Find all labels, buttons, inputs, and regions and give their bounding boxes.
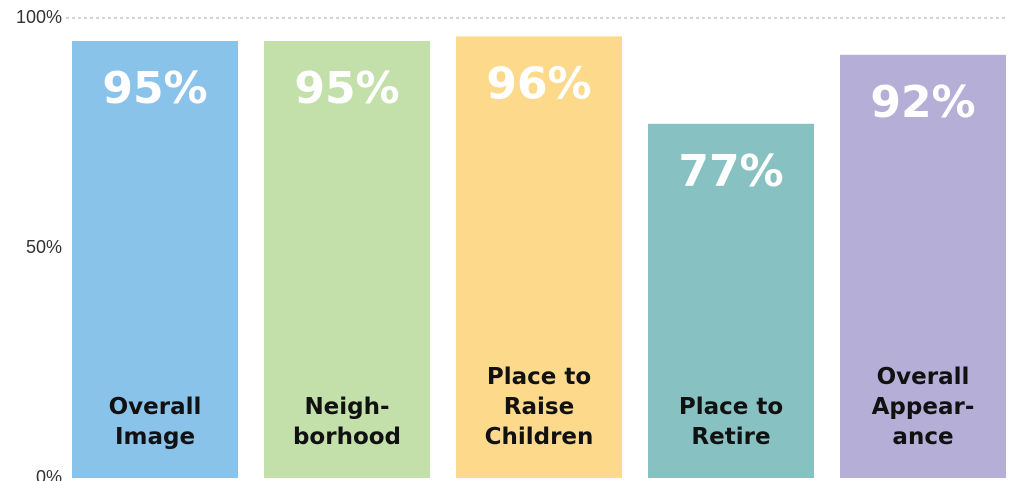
category-label: Overall Appear-ance xyxy=(872,364,975,450)
category-line: Overall xyxy=(109,394,202,420)
bar xyxy=(648,123,814,479)
category-line: Image xyxy=(115,424,195,450)
category-label: Overall Image xyxy=(109,394,202,450)
y-tick-label: 50% xyxy=(26,237,62,257)
value-label: 77% xyxy=(678,146,783,197)
category-line: Neigh- xyxy=(304,394,389,420)
value-label: 95% xyxy=(294,63,399,114)
value-label: 95% xyxy=(102,63,207,114)
category-line: Overall xyxy=(877,364,970,390)
category-line: Raise xyxy=(504,394,574,420)
bar xyxy=(456,36,622,479)
bar xyxy=(72,41,238,478)
category-line: Place to xyxy=(487,364,591,390)
y-tick-label: 0% xyxy=(36,467,62,481)
category-line: Place to xyxy=(679,394,783,420)
category-line: Retire xyxy=(691,424,770,450)
bar xyxy=(840,54,1006,479)
category-label: Place to Retire xyxy=(679,394,783,450)
category-line: borhood xyxy=(293,424,401,450)
category-line: Children xyxy=(485,424,594,450)
category-line: ance xyxy=(892,424,953,450)
value-label: 92% xyxy=(870,77,975,128)
category-label: Neigh-borhood xyxy=(293,394,401,450)
y-tick-label: 100% xyxy=(16,7,62,27)
category-line: Appear- xyxy=(872,394,975,420)
category-label: Place to Raise Children xyxy=(485,364,594,450)
value-label: 96% xyxy=(486,58,591,109)
bar xyxy=(264,41,430,478)
